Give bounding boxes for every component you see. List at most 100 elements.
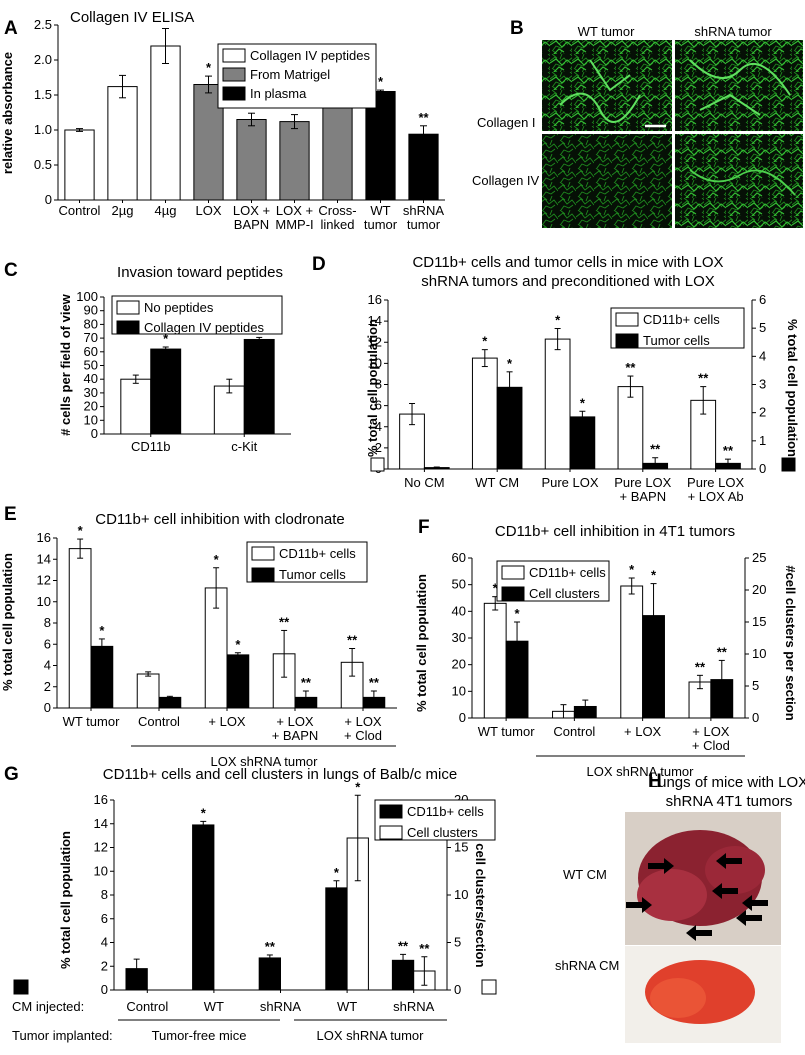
legend-label: From Matrigel: [250, 67, 330, 82]
significance-label: **: [419, 941, 430, 956]
significance-label: *: [482, 334, 488, 349]
significance-label: *: [163, 331, 169, 346]
x-tick-label: WT CM: [475, 475, 519, 490]
significance-label: *: [235, 637, 241, 652]
y-tick-label: 2: [44, 679, 51, 694]
lung-lobe-shrna: [650, 978, 706, 1018]
y-tick-label: 100: [76, 289, 98, 304]
axis-key-swatch-left: [13, 979, 29, 995]
bar: [107, 86, 138, 201]
arrow-icons: [626, 853, 768, 941]
h-photo-label-shrna: shRNA CM: [555, 958, 619, 973]
x-tick-label: LOX +: [233, 203, 270, 218]
cm-injected-label: CM injected:: [12, 999, 84, 1014]
y-tick-label: 60: [452, 550, 466, 565]
x-tick-label: + LOX: [624, 724, 662, 739]
x-tick-label: 4µg: [155, 203, 177, 218]
y-tick-label-right: 10: [752, 646, 766, 661]
h-photo-label-wt: WT CM: [563, 867, 607, 882]
chart-e: 0 2 4 6 8 10 12 14 16 % total cell population CD11…: [0, 511, 397, 769]
x-tick-label: Pure LOX: [614, 475, 671, 490]
y-axis-label-right: #cell clusters per section: [783, 565, 798, 720]
legend-label: Tumor cells: [643, 333, 710, 348]
y-tick-label: 10: [452, 683, 466, 698]
significance-label: **: [301, 675, 312, 690]
micrograph-shrna-collagen-i: [675, 40, 803, 131]
chart-f: 0 10 20 30 40 50 60 0 5 10 15 20 25 % total cell popu…: [414, 523, 798, 779]
y-tick-label-right: 0: [759, 461, 766, 476]
y-tick-label: 6: [101, 911, 108, 926]
significance-label: **: [279, 614, 290, 629]
arrow-icon: [626, 897, 652, 913]
b-col-label-wt: WT tumor: [578, 24, 635, 39]
legend-swatch: [222, 48, 246, 63]
arrow-icon: [686, 925, 712, 941]
x-tick-label: + LOX: [276, 714, 314, 729]
y-tick-label: 10: [37, 594, 51, 609]
chart-d: 02468101214160123456% total cell populat…: [365, 254, 800, 504]
fiber-highlight-1: [559, 59, 641, 123]
legend-label: CD11b+ cells: [529, 565, 606, 580]
chart-title: CD11b+ cells and tumor cells in mice wit…: [412, 254, 723, 271]
y-tick-label-right: 3: [759, 377, 766, 392]
y-tick-label: 2: [375, 440, 382, 455]
significance-label: *: [629, 562, 635, 577]
legend-swatch: [501, 586, 525, 601]
axis-key-swatch-right: [481, 979, 497, 995]
significance-label: *: [580, 395, 586, 410]
x-tick-label: shRNA: [403, 203, 445, 218]
y-tick-label: 0: [44, 700, 51, 715]
panel-letter-g: G: [4, 764, 19, 785]
arrow-icon: [648, 858, 674, 874]
significance-label: **: [625, 360, 636, 375]
chart-a: 0 0.5 1.0 1.5 2.0 2.5 relative absorbance Colla…: [0, 9, 445, 232]
bar: [471, 357, 498, 470]
significance-label: *: [206, 60, 212, 75]
bar: [258, 957, 281, 991]
panel-b-micrographs: WT tumor shRNA tumor Collagen I Collagen…: [472, 24, 803, 228]
x-tick-label: c-Kit: [231, 439, 257, 454]
y-tick-label: 10: [94, 863, 108, 878]
panel-letter-f: F: [418, 517, 430, 538]
bar: [483, 602, 507, 719]
y-tick-label: 2: [101, 958, 108, 973]
y-tick-label-right: 5: [454, 935, 461, 950]
y-tick-label: 1.5: [34, 87, 52, 102]
x-tick-label: BAPN: [234, 217, 269, 232]
y-tick-label-right: 5: [752, 678, 759, 693]
panel-letter-h: H: [648, 771, 662, 792]
y-tick-label: 0: [101, 982, 108, 997]
y-tick-label: 60: [84, 344, 98, 359]
panel-h-photos: Lungs of mice with LOX shRNA 4T1 tumors …: [555, 774, 805, 1043]
x-tick-label: MMP-I: [275, 217, 313, 232]
y-tick-label: 16: [37, 530, 51, 545]
x-tick-label: Cross-: [318, 203, 356, 218]
y-tick-label: 50: [452, 577, 466, 592]
y-tick-label: 4: [375, 419, 382, 434]
x-tick-label: WT: [204, 999, 224, 1014]
legend-swatch: [379, 825, 403, 840]
significance-label: **: [695, 659, 706, 674]
y-tick-label: 14: [37, 551, 51, 566]
y-tick-label: 6: [375, 398, 382, 413]
significance-label: **: [265, 939, 276, 954]
y-tick-label-right: 15: [752, 614, 766, 629]
significance-label: **: [698, 371, 709, 386]
y-tick-label: 12: [368, 334, 382, 349]
y-tick-label: 6: [44, 636, 51, 651]
y-tick-label: 10: [84, 412, 98, 427]
y-tick-label-right: 20: [752, 582, 766, 597]
x-tick-label: WT tumor: [478, 724, 535, 739]
significance-label: **: [723, 443, 734, 458]
arrow-icon: [716, 853, 742, 869]
bar: [150, 348, 182, 435]
x-tick-label: tumor: [364, 217, 398, 232]
legend-label: CD11b+ cells: [643, 312, 720, 327]
x-tick-label: Pure LOX: [541, 475, 598, 490]
legend-swatch: [379, 804, 403, 819]
panel-letter-b: B: [510, 18, 524, 39]
panel-letter-d: D: [312, 254, 326, 275]
group-label: LOX shRNA tumor: [587, 764, 695, 779]
b-row-label-collagen-iv: Collagen IV: [472, 173, 540, 188]
